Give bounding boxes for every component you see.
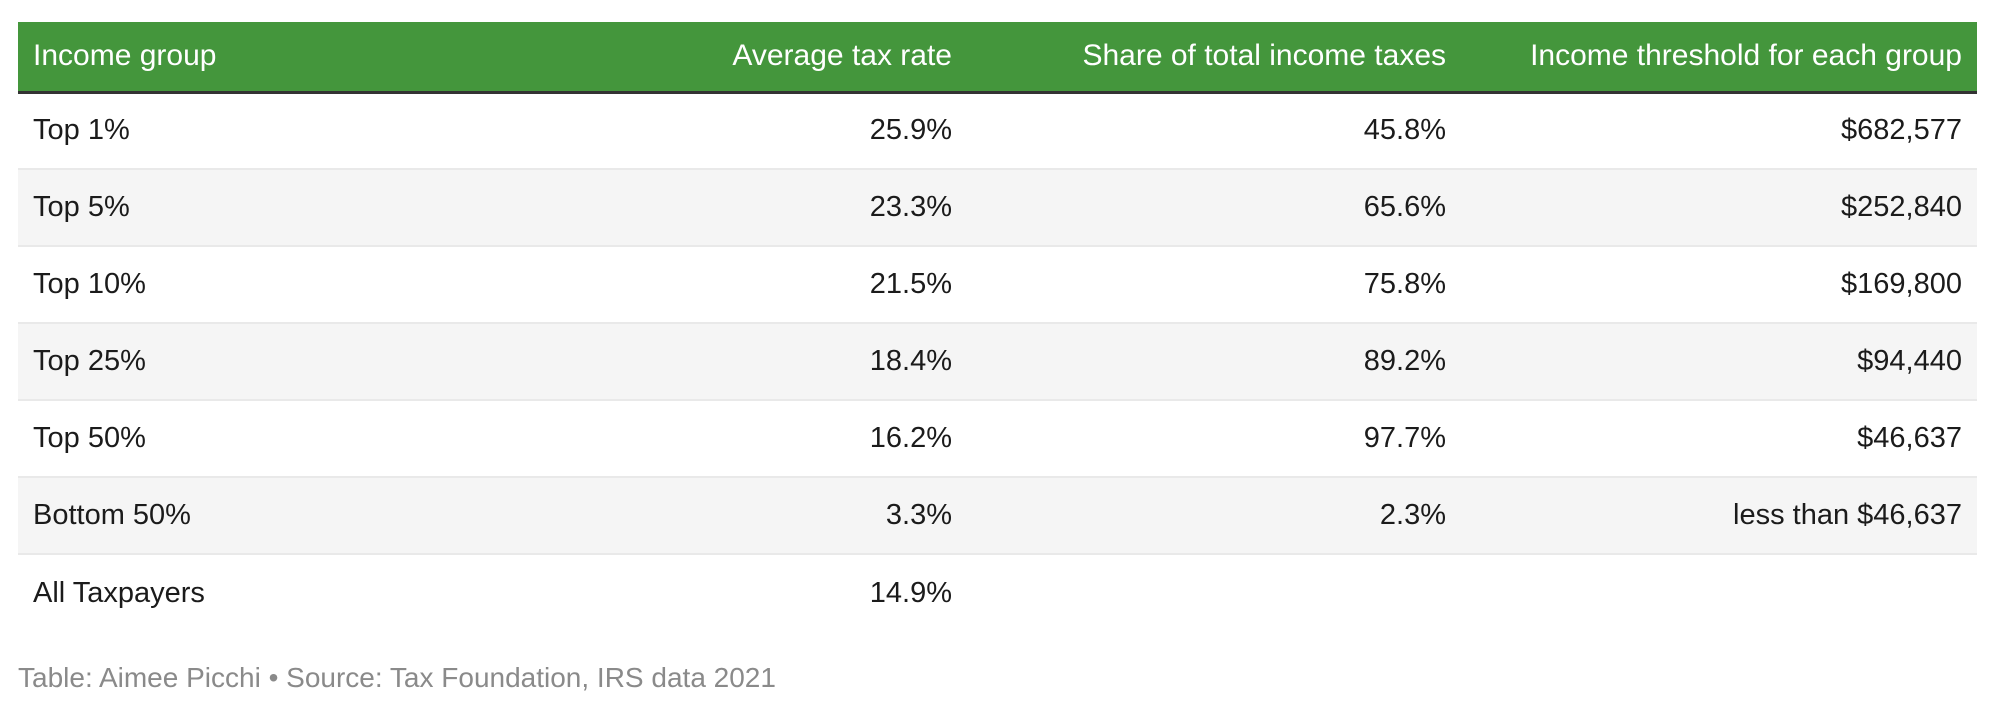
page: Income group Average tax rate Share of t… xyxy=(18,22,1977,693)
cell-income-group: Top 5% xyxy=(18,168,492,246)
cell-average-tax-rate: 14.9% xyxy=(492,553,967,631)
cell-income-threshold: $46,637 xyxy=(1461,399,1977,477)
cell-income-group: Top 10% xyxy=(18,245,492,323)
table-row-top-50: Top 50% 16.2% 97.7% $46,637 xyxy=(18,399,1977,477)
cell-average-tax-rate: 18.4% xyxy=(492,322,967,400)
table-row-top-25: Top 25% 18.4% 89.2% $94,440 xyxy=(18,322,1977,400)
cell-average-tax-rate: 3.3% xyxy=(492,476,967,554)
tax-table: Income group Average tax rate Share of t… xyxy=(18,22,1977,631)
cell-average-tax-rate: 16.2% xyxy=(492,399,967,477)
table-row-bottom-50: Bottom 50% 3.3% 2.3% less than $46,637 xyxy=(18,476,1977,554)
cell-income-threshold: less than $46,637 xyxy=(1461,476,1977,554)
cell-income-threshold: $682,577 xyxy=(1841,114,1962,147)
column-header-income-group: Income group xyxy=(18,22,492,94)
cell-share-of-taxes: 97.7% xyxy=(967,399,1461,477)
cell-share-of-taxes: 2.3% xyxy=(967,476,1461,554)
table-row-top-1: Top 1% 25.9% 45.8% $682,577 xyxy=(18,92,1977,169)
table-attribution: Table: Aimee Picchi • Source: Tax Founda… xyxy=(18,662,776,693)
header-row: Income group Average tax rate Share of t… xyxy=(18,22,1977,94)
column-header-income-threshold: Income threshold for each group xyxy=(1461,22,1977,94)
table-row-top-5: Top 5% 23.3% 65.6% $252,840 xyxy=(18,168,1977,246)
table-row-all-taxpayers: All Taxpayers 14.9% xyxy=(18,553,1977,631)
column-header-average-tax-rate: Average tax rate xyxy=(492,22,967,94)
cell-share-of-taxes xyxy=(967,553,1461,631)
cell-income-group: Bottom 50% xyxy=(18,476,492,554)
cell-average-tax-rate: 23.3% xyxy=(492,168,967,246)
table-row-top-10: Top 10% 21.5% 75.8% $169,800 xyxy=(18,245,1977,323)
cell-share-of-taxes: 75.8% xyxy=(967,245,1461,323)
cell-income-threshold xyxy=(1461,553,1977,631)
cell-income-group: Top 50% xyxy=(18,399,492,477)
cell-share-of-taxes: 45.8% xyxy=(1363,114,1446,147)
cell-income-threshold: $169,800 xyxy=(1461,245,1977,323)
cell-income-group: All Taxpayers xyxy=(18,553,492,631)
column-header-share-of-total-income-taxes: Share of total income taxes xyxy=(967,22,1461,94)
cell-income-group: Top 1% xyxy=(33,114,130,147)
cell-share-of-taxes: 89.2% xyxy=(967,322,1461,400)
cell-average-tax-rate: 21.5% xyxy=(492,245,967,323)
cell-income-group: Top 25% xyxy=(18,322,492,400)
cell-average-tax-rate: 25.9% xyxy=(869,114,952,147)
cell-share-of-taxes: 65.6% xyxy=(967,168,1461,246)
cell-income-threshold: $94,440 xyxy=(1461,322,1977,400)
cell-income-threshold: $252,840 xyxy=(1461,168,1977,246)
